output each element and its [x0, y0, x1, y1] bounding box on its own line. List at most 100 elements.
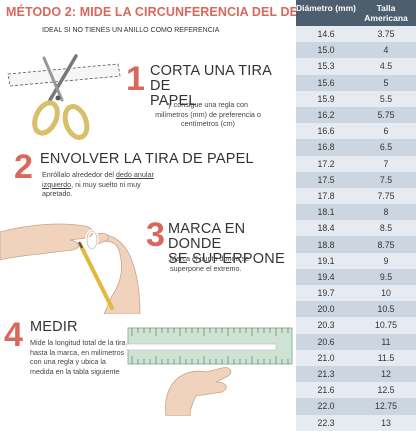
table-row: 20.3 10.75 [296, 317, 416, 334]
table-row: 18.4 8.5 [296, 220, 416, 237]
cell-size: 5 [383, 77, 389, 88]
cell-diameter: 20.0 [317, 304, 335, 315]
cell-diameter: 16.8 [317, 142, 335, 153]
cell-size: 10.5 [377, 304, 395, 315]
table-row: 21.6 12.5 [296, 382, 416, 399]
cell-size: 7 [383, 158, 389, 169]
cell-diameter: 21.3 [317, 369, 335, 380]
hands-wrapping-illustration [0, 223, 141, 314]
left-hand-icon [0, 223, 94, 261]
cell-diameter: 15.3 [317, 61, 335, 72]
table-row: 20.0 10.5 [296, 301, 416, 318]
cell-size: 9.5 [379, 271, 393, 282]
step-3-heading: MARCA EN DONDE SE SUPERPONE [168, 221, 285, 268]
cell-size: 5.5 [379, 93, 393, 104]
cell-diameter: 16.6 [317, 126, 335, 137]
paper-ring [85, 229, 99, 251]
table-row: 21.3 12 [296, 365, 416, 383]
cell-size: 7.75 [377, 190, 395, 201]
cell-diameter: 17.5 [317, 174, 335, 185]
cell-diameter: 18.8 [317, 239, 335, 250]
step-3-body: Marca el punto donde se superpone el ext… [170, 254, 250, 273]
step-1-heading: CORTA UNA TIRA DE PAPEL [150, 63, 272, 110]
table-row: 17.2 7 [296, 155, 416, 172]
table-row: 20.6 11 [296, 333, 416, 350]
hand-icon [165, 367, 232, 416]
ruler-measuring-illustration [126, 327, 293, 416]
table-row: 17.8 7.75 [296, 187, 416, 205]
table-row: 15.6 5 [296, 74, 416, 91]
table-row: 16.8 6.5 [296, 139, 416, 156]
cell-diameter: 18.1 [317, 207, 335, 218]
cell-size: 7.5 [379, 174, 393, 185]
cell-diameter: 17.2 [317, 158, 335, 169]
cell-size: 6.5 [379, 142, 393, 153]
cell-diameter: 17.8 [317, 190, 335, 201]
table-row: 15.0 4 [296, 42, 416, 59]
cell-size: 4 [383, 45, 389, 56]
page-subtitle: IDEAL SI NO TIENES UN ANILLO COMO REFERE… [42, 27, 220, 34]
cell-diameter: 20.3 [317, 320, 335, 331]
table-row: 21.0 11.5 [296, 349, 416, 366]
cell-diameter: 21.6 [317, 385, 335, 396]
size-table: Diámetro (mm) Talla Americana 14.6 3.75 15… [296, 0, 416, 431]
ring-finger-link: dedo anular [115, 170, 154, 179]
cell-size: 12 [381, 369, 391, 380]
step-2-number: 2 [14, 148, 33, 186]
cell-size: 10 [381, 288, 391, 299]
cell-diameter: 19.7 [317, 288, 335, 299]
cell-size: 3.75 [377, 29, 395, 40]
table-row: 19.1 9 [296, 252, 416, 269]
header-diameter: Diámetro (mm) [296, 3, 356, 13]
cell-size: 8.75 [377, 239, 395, 250]
scissors-paper-illustration [7, 54, 121, 140]
table-row: 19.4 9.5 [296, 268, 416, 285]
cell-size: 11.5 [377, 352, 395, 363]
table-row: 17.5 7.5 [296, 171, 416, 188]
table-row: 15.9 5.5 [296, 90, 416, 107]
cell-diameter: 22.0 [317, 401, 335, 412]
cell-size: 11 [381, 336, 391, 347]
table-row: 22.0 12.75 [296, 398, 416, 415]
cell-size: 6 [383, 126, 389, 137]
cell-size: 4.5 [379, 61, 393, 72]
page-title: MÉTODO 2: MIDE LA CIRCUNFERENCIA DEL DED… [6, 5, 318, 19]
cell-size: 9 [383, 255, 389, 266]
right-hand-icon [95, 232, 141, 314]
step-4-heading: MEDIR [30, 319, 78, 335]
step-1-body: y consigue una regla con milímetros (mm)… [155, 100, 261, 129]
pencil-icon [78, 241, 114, 310]
table-row: 16.6 6 [296, 123, 416, 140]
scissors-icon [32, 54, 90, 140]
cell-size: 12.5 [377, 385, 395, 396]
table-row: 19.7 10 [296, 285, 416, 302]
cell-diameter: 20.6 [317, 336, 335, 347]
cell-diameter: 21.0 [317, 352, 335, 363]
step-4-number: 4 [4, 316, 23, 354]
cell-diameter: 15.6 [317, 77, 335, 88]
step-1-number: 1 [126, 60, 145, 98]
cell-diameter: 15.9 [317, 93, 335, 104]
table-header: Diámetro (mm) Talla Americana [296, 0, 416, 26]
table-row: 18.8 8.75 [296, 236, 416, 253]
table-row: 16.2 5.75 [296, 106, 416, 124]
cell-diameter: 16.2 [317, 110, 335, 121]
paper-strip-measure [126, 343, 277, 351]
cell-diameter: 19.4 [317, 271, 335, 282]
cell-size: 8.5 [379, 223, 393, 234]
table-row: 14.6 3.75 [296, 26, 416, 43]
step-4-body: Mide la longitud total de la tira hasta … [30, 338, 126, 377]
step-2-heading: ENVOLVER LA TIRA DE PAPEL [40, 151, 254, 167]
table-row: 22.3 13 [296, 414, 416, 431]
step-2-body: Enróllalo alrededor del dedo anular izqu… [42, 170, 154, 199]
cell-diameter: 18.4 [317, 223, 335, 234]
table-row: 15.3 4.5 [296, 58, 416, 75]
cell-size: 10.75 [374, 320, 397, 331]
instructions-panel: MÉTODO 2: MIDE LA CIRCUNFERENCIA DEL DED… [0, 5, 317, 416]
table-row: 18.1 8 [296, 204, 416, 221]
cell-diameter: 22.3 [317, 417, 335, 428]
cell-diameter: 14.6 [317, 29, 335, 40]
cell-size: 13 [381, 417, 391, 428]
cell-size: 8 [383, 207, 389, 218]
cell-diameter: 15.0 [317, 45, 335, 56]
